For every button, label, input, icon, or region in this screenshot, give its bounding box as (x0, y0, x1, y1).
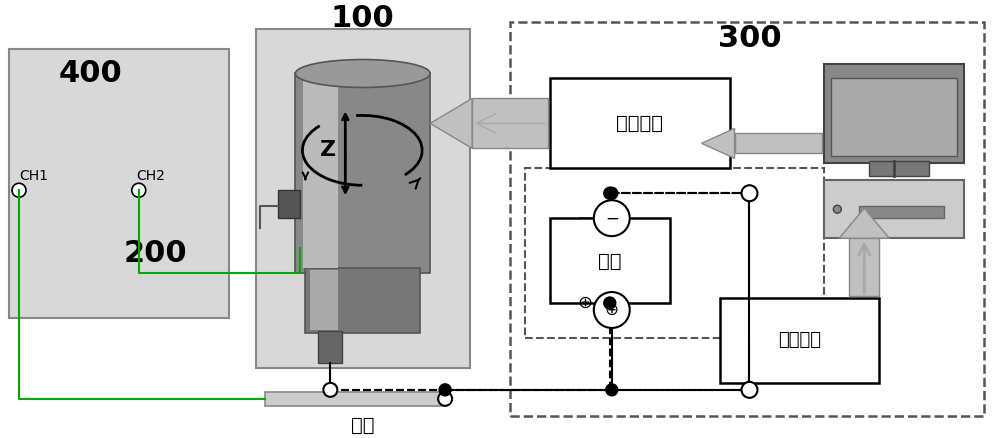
Polygon shape (824, 64, 964, 163)
Circle shape (604, 297, 616, 309)
Text: ⊕: ⊕ (577, 294, 592, 312)
Text: 运动控制: 运动控制 (616, 114, 663, 133)
Text: CH2: CH2 (136, 169, 165, 183)
Polygon shape (550, 78, 730, 168)
Polygon shape (278, 190, 300, 218)
Circle shape (323, 383, 337, 397)
Circle shape (742, 185, 757, 201)
Polygon shape (9, 49, 229, 318)
Circle shape (833, 205, 841, 213)
Ellipse shape (295, 60, 430, 88)
Text: Z: Z (320, 140, 336, 160)
Polygon shape (849, 238, 879, 296)
Polygon shape (550, 218, 670, 303)
Text: 工件: 工件 (351, 416, 374, 435)
Polygon shape (310, 270, 338, 330)
Circle shape (743, 186, 756, 200)
Polygon shape (305, 268, 420, 333)
Text: 100: 100 (330, 4, 394, 33)
Text: −: − (577, 208, 593, 228)
Polygon shape (824, 180, 964, 238)
Polygon shape (859, 206, 944, 218)
Circle shape (12, 183, 26, 197)
Polygon shape (430, 99, 472, 148)
Text: ⊕: ⊕ (605, 301, 619, 319)
Polygon shape (831, 78, 957, 156)
Text: 电源: 电源 (598, 251, 622, 271)
Circle shape (438, 392, 452, 406)
Polygon shape (839, 208, 889, 238)
Polygon shape (256, 28, 470, 368)
Text: 300: 300 (718, 24, 781, 53)
Circle shape (603, 211, 617, 225)
Circle shape (132, 183, 146, 197)
Polygon shape (702, 128, 735, 158)
Text: 200: 200 (124, 239, 188, 268)
Circle shape (743, 383, 756, 397)
Circle shape (594, 200, 630, 236)
Polygon shape (869, 161, 929, 176)
Polygon shape (720, 298, 879, 383)
Circle shape (606, 384, 618, 396)
Text: 反馈信号: 反馈信号 (778, 332, 821, 350)
Circle shape (742, 382, 757, 398)
Text: CH1: CH1 (19, 169, 48, 183)
Polygon shape (472, 99, 548, 148)
Circle shape (603, 296, 617, 310)
Circle shape (606, 187, 618, 199)
Text: 400: 400 (59, 59, 123, 88)
Circle shape (439, 384, 451, 396)
Circle shape (594, 292, 630, 328)
Circle shape (604, 187, 616, 199)
Polygon shape (303, 78, 338, 268)
Polygon shape (265, 392, 445, 406)
Polygon shape (318, 331, 342, 363)
Text: −: − (605, 209, 619, 227)
Polygon shape (295, 74, 430, 273)
Polygon shape (735, 133, 822, 153)
